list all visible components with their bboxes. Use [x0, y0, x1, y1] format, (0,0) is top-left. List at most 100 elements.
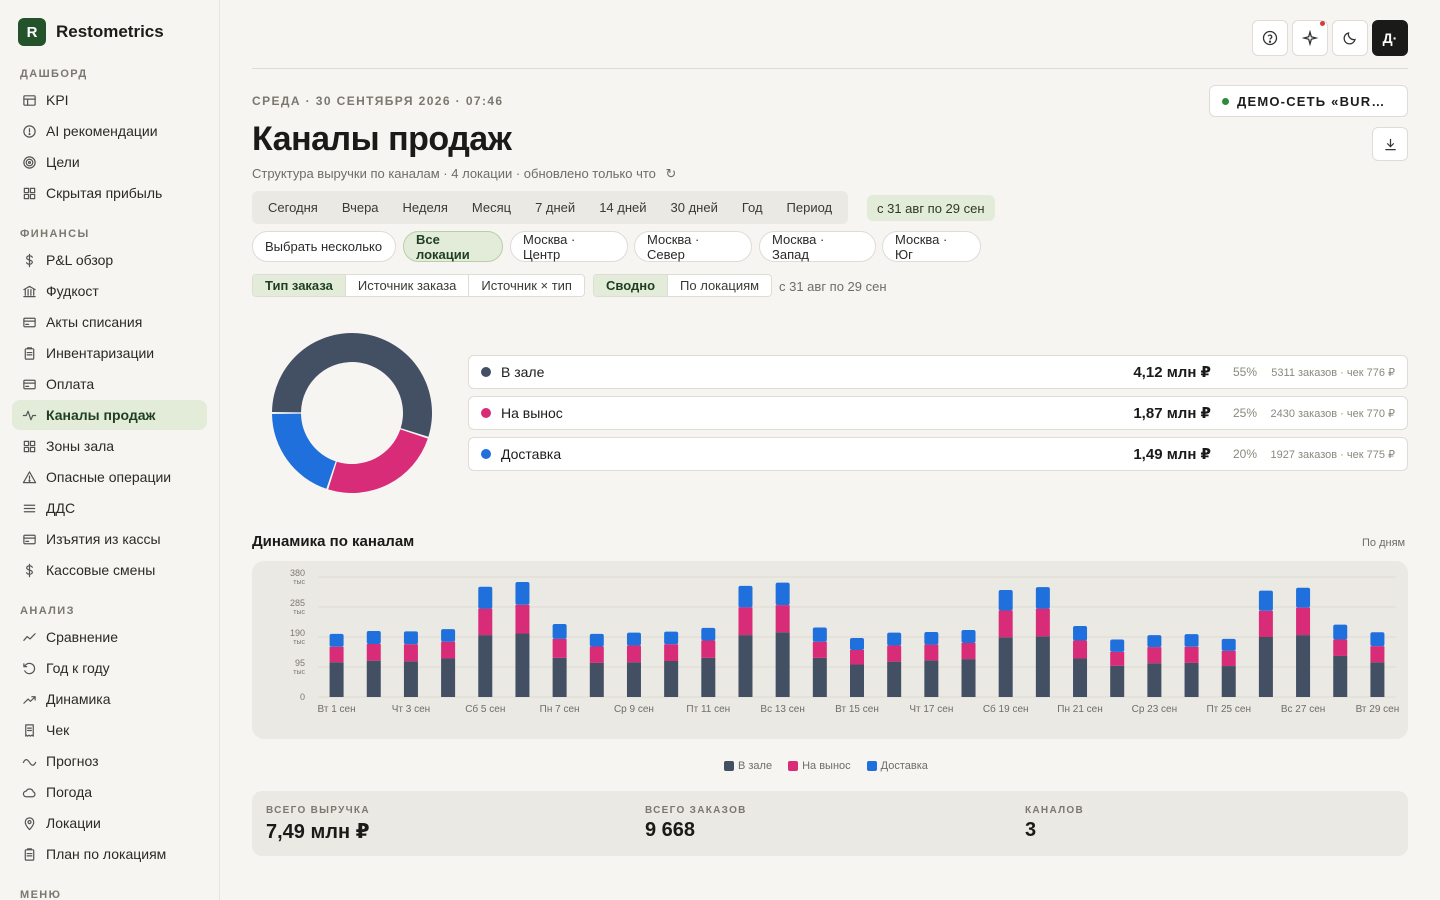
download-button[interactable]: [1372, 127, 1408, 161]
bar-segment[interactable]: [478, 635, 493, 697]
sidebar-item[interactable]: ДДС: [12, 493, 207, 523]
sidebar-item[interactable]: Скрытая прибыль: [12, 178, 207, 208]
bar-segment[interactable]: [1333, 639, 1348, 656]
bar-segment[interactable]: [626, 632, 641, 646]
period-option[interactable]: 7 дней: [535, 200, 576, 215]
bar-segment[interactable]: [366, 660, 381, 697]
sidebar-item[interactable]: Локации: [12, 808, 207, 838]
bar-segment[interactable]: [738, 635, 753, 697]
bar-segment[interactable]: [998, 589, 1013, 611]
ai-assistant-button[interactable]: [1292, 20, 1328, 56]
sidebar-item[interactable]: Инвентаризации: [12, 338, 207, 368]
bar-segment[interactable]: [1258, 610, 1273, 637]
bar-segment[interactable]: [701, 640, 716, 658]
grouping-option[interactable]: Тип заказа: [253, 275, 346, 296]
bar-segment[interactable]: [1258, 637, 1273, 697]
sidebar-item[interactable]: Год к году: [12, 653, 207, 683]
bar-segment[interactable]: [664, 631, 679, 645]
bar-segment[interactable]: [664, 661, 679, 697]
period-option[interactable]: Неделя: [402, 200, 448, 215]
bar-segment[interactable]: [1073, 625, 1088, 641]
bar-segment[interactable]: [626, 645, 641, 663]
sidebar-item[interactable]: Погода: [12, 777, 207, 807]
sidebar-item[interactable]: Чек: [12, 715, 207, 745]
bar-segment[interactable]: [403, 644, 418, 662]
donut-slice[interactable]: [272, 333, 432, 437]
period-option[interactable]: Вчера: [341, 200, 379, 215]
bar-segment[interactable]: [1035, 608, 1050, 637]
bar-segment[interactable]: [589, 662, 604, 697]
bar-segment[interactable]: [1147, 635, 1162, 648]
bar-segment[interactable]: [924, 660, 939, 697]
user-avatar[interactable]: Д·: [1372, 20, 1408, 56]
bar-segment[interactable]: [366, 631, 381, 644]
bar-segment[interactable]: [1147, 663, 1162, 697]
sidebar-item[interactable]: Оплата: [12, 369, 207, 399]
bar-segment[interactable]: [1296, 607, 1311, 636]
grouping-option[interactable]: Источник заказа: [346, 275, 470, 296]
bar-segment[interactable]: [329, 633, 344, 647]
legend-item[interactable]: В зале: [724, 760, 772, 772]
period-option[interactable]: 30 дней: [670, 200, 718, 215]
theme-toggle-button[interactable]: [1332, 20, 1368, 56]
bar-segment[interactable]: [626, 662, 641, 697]
view_mode-option[interactable]: По локациям: [680, 278, 760, 293]
bar-segment[interactable]: [924, 631, 939, 645]
bar-segment[interactable]: [478, 586, 493, 609]
sidebar-item[interactable]: Цели: [12, 147, 207, 177]
bar-segment[interactable]: [1370, 632, 1385, 647]
bar-segment[interactable]: [812, 641, 827, 658]
period-option[interactable]: Период: [786, 200, 833, 215]
sidebar-item[interactable]: Прогноз: [12, 746, 207, 776]
period-option[interactable]: 14 дней: [599, 200, 647, 215]
channel-row[interactable]: Доставка 1,49 млн ₽ 20% 1927 заказов · чек …: [468, 437, 1408, 471]
bar-segment[interactable]: [403, 631, 418, 645]
sidebar-item[interactable]: KPI: [12, 85, 207, 115]
grouping-option[interactable]: Источник × тип: [481, 278, 572, 293]
bar-segment[interactable]: [850, 664, 864, 697]
sidebar-item[interactable]: Кассовые смены: [12, 555, 207, 585]
sidebar-item[interactable]: Акты списания: [12, 307, 207, 337]
view_mode-option[interactable]: Сводно: [594, 275, 669, 296]
refresh-icon[interactable]: ↻: [665, 166, 677, 181]
location-pill[interactable]: Москва · Центр: [510, 231, 628, 262]
bar-segment[interactable]: [850, 637, 864, 650]
bar-segment[interactable]: [1258, 590, 1273, 611]
donut-slice[interactable]: [272, 413, 336, 489]
sidebar-item[interactable]: Каналы продаж: [12, 400, 207, 430]
sidebar-item[interactable]: Изъятия из кассы: [12, 524, 207, 554]
bar-segment[interactable]: [441, 629, 456, 642]
organization-selector[interactable]: ДЕМО-СЕТЬ «BURGER STATION»: [1209, 85, 1408, 117]
period-range-badge[interactable]: с 31 авг по 29 сен: [867, 195, 995, 221]
period-option[interactable]: Сегодня: [268, 200, 318, 215]
sidebar-item[interactable]: Зоны зала: [12, 431, 207, 461]
bar-segment[interactable]: [812, 657, 827, 697]
bar-segment[interactable]: [1296, 635, 1311, 697]
dynamics-mode[interactable]: По дням: [1362, 537, 1406, 549]
sidebar-item[interactable]: AI рекомендации: [12, 116, 207, 146]
location-pill[interactable]: Москва · Север: [634, 231, 752, 262]
bar-segment[interactable]: [329, 646, 344, 663]
bar-segment[interactable]: [775, 605, 790, 633]
bar-segment[interactable]: [701, 657, 716, 697]
bar-segment[interactable]: [738, 585, 753, 608]
bar-segment[interactable]: [515, 604, 530, 634]
bar-segment[interactable]: [1035, 636, 1050, 697]
bar-segment[interactable]: [961, 630, 976, 643]
bar-segment[interactable]: [775, 632, 790, 697]
period-option[interactable]: Месяц: [471, 200, 512, 215]
location-pill[interactable]: Выбрать несколько: [252, 231, 396, 262]
bar-segment[interactable]: [1221, 666, 1236, 697]
location-pill[interactable]: Москва · Запад: [759, 231, 876, 262]
bar-segment[interactable]: [515, 582, 530, 605]
sidebar-item[interactable]: Динамика: [12, 684, 207, 714]
bar-segment[interactable]: [887, 632, 902, 646]
bar-segment[interactable]: [441, 658, 456, 697]
brand[interactable]: R Restometrics: [18, 18, 164, 46]
sidebar-item[interactable]: План по локациям: [12, 839, 207, 869]
bar-segment[interactable]: [701, 627, 716, 641]
bar-segment[interactable]: [552, 638, 567, 658]
sidebar-item[interactable]: P&L обзор: [12, 245, 207, 275]
channel-row[interactable]: В зале 4,12 млн ₽ 55% 5311 заказов · чек 77…: [468, 355, 1408, 389]
bar-segment[interactable]: [1370, 646, 1385, 663]
